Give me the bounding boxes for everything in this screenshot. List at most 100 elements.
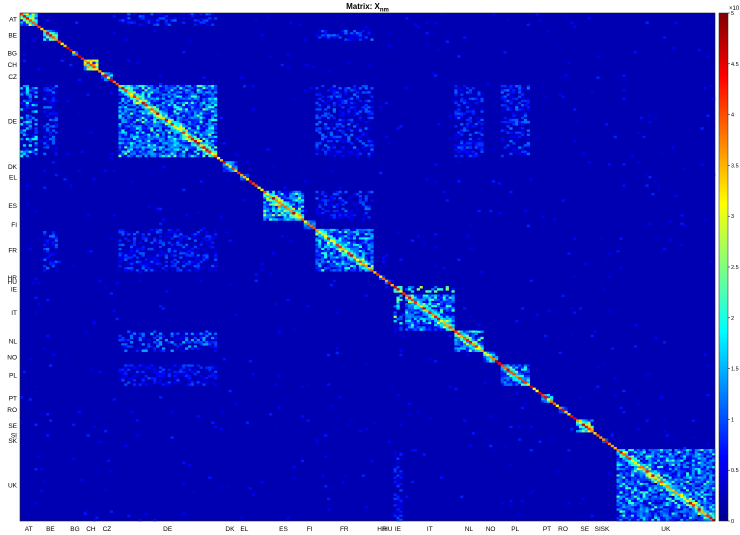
heatmap-cell (399, 326, 403, 329)
heatmap-cell (408, 317, 412, 321)
heatmap-cell (208, 13, 212, 16)
heatmap-cell (159, 108, 163, 111)
heatmap-cell (526, 142, 530, 145)
heatmap-cell (393, 453, 397, 456)
heatmap-cell (460, 129, 464, 132)
heatmap-cell (355, 262, 360, 266)
heatmap-cell (153, 154, 157, 158)
heatmap-cell (138, 125, 142, 128)
heatmap-cell (353, 201, 357, 204)
heatmap-cell (503, 364, 507, 367)
heatmap-cell (445, 294, 449, 297)
heatmap-cell (422, 313, 426, 316)
heatmap-cell (358, 116, 363, 120)
heatmap-cell (520, 120, 525, 124)
heatmap-cell (326, 269, 331, 272)
heatmap-cell (141, 332, 145, 336)
heatmap-cell (22, 120, 27, 124)
heatmap-cell (625, 472, 629, 475)
heatmap-cell (654, 508, 658, 511)
heatmap-cell (205, 334, 209, 338)
heatmap-cell (121, 108, 125, 111)
heatmap-cell (668, 482, 672, 486)
heatmap-cell (153, 245, 157, 249)
heatmap-cell (355, 34, 360, 37)
heatmap-cell (185, 148, 189, 151)
heatmap-cell (399, 501, 403, 505)
heatmap-cell (211, 87, 215, 90)
heatmap-cell (625, 495, 629, 499)
heatmap-cell (581, 419, 585, 422)
heatmap-cell (173, 131, 177, 134)
heatmap-cell (651, 476, 655, 479)
heatmap-cell (680, 487, 684, 490)
heatmap-cell (332, 36, 336, 39)
heatmap-cell (286, 214, 290, 217)
heatmap-cell (135, 91, 140, 94)
heatmap-cell (138, 370, 142, 374)
heatmap-cell (187, 125, 192, 128)
heatmap-cell (344, 133, 348, 137)
heatmap-cell (283, 192, 287, 196)
heatmap-cell (425, 328, 429, 331)
heatmap-cell (344, 104, 348, 107)
heatmap-cell (358, 262, 363, 266)
heatmap-cell (46, 123, 50, 126)
heatmap-cell (199, 104, 203, 107)
heatmap-cell (147, 112, 151, 115)
heatmap-cell (471, 101, 475, 105)
heatmap-cell (208, 108, 212, 111)
heatmap-cell (509, 366, 513, 369)
heatmap-cell (338, 129, 342, 132)
heatmap-cell (286, 201, 290, 204)
heatmap-cell (416, 309, 420, 312)
heatmap-cell (205, 381, 209, 384)
heatmap-cell (329, 131, 334, 134)
heatmap-cell (199, 336, 203, 340)
heatmap-cell (338, 254, 342, 257)
heatmap-cell (161, 368, 166, 372)
heatmap-cell (147, 343, 151, 346)
heatmap-cell (350, 252, 354, 255)
heatmap-cell (28, 23, 32, 26)
heatmap-cell (338, 150, 342, 153)
heatmap-cell (164, 133, 168, 137)
heatmap-cell (520, 99, 525, 103)
heatmap-cell (347, 267, 351, 270)
heatmap-cell (182, 108, 186, 111)
heatmap-cell (196, 247, 200, 251)
heatmap-cell (132, 127, 137, 130)
heatmap-cell (631, 487, 635, 490)
heatmap-cell (631, 472, 635, 475)
heatmap-cell (176, 247, 180, 251)
heatmap-cell (706, 463, 710, 467)
heatmap-cell (321, 140, 325, 143)
heatmap-cell (439, 322, 444, 325)
heatmap-cell (393, 497, 397, 501)
heatmap-cell (694, 461, 698, 465)
heatmap-cell (187, 118, 192, 122)
heatmap-cell (367, 252, 371, 255)
heatmap-cell (335, 152, 339, 156)
heatmap-cell (138, 256, 142, 259)
heatmap-cell (636, 449, 641, 452)
heatmap-cell (271, 211, 276, 215)
heatmap-cell (416, 305, 420, 308)
heatmap-cell (170, 368, 174, 372)
heatmap-cell (518, 87, 522, 90)
heatmap-cell (332, 243, 336, 247)
heatmap-cell (688, 512, 693, 515)
heatmap-cell (321, 260, 325, 264)
heatmap-cell (709, 518, 713, 522)
heatmap-cell (164, 95, 168, 98)
heatmap-cell (344, 152, 348, 156)
heatmap-cell (410, 309, 415, 312)
heatmap-cell (130, 332, 134, 336)
heatmap-cell (199, 152, 203, 156)
heatmap-cell (526, 106, 530, 109)
heatmap-cell (153, 112, 157, 115)
heatmap-cell (448, 328, 452, 331)
heatmap-cell (703, 459, 707, 463)
heatmap-cell (321, 199, 325, 202)
heatmap-cell (182, 154, 186, 158)
